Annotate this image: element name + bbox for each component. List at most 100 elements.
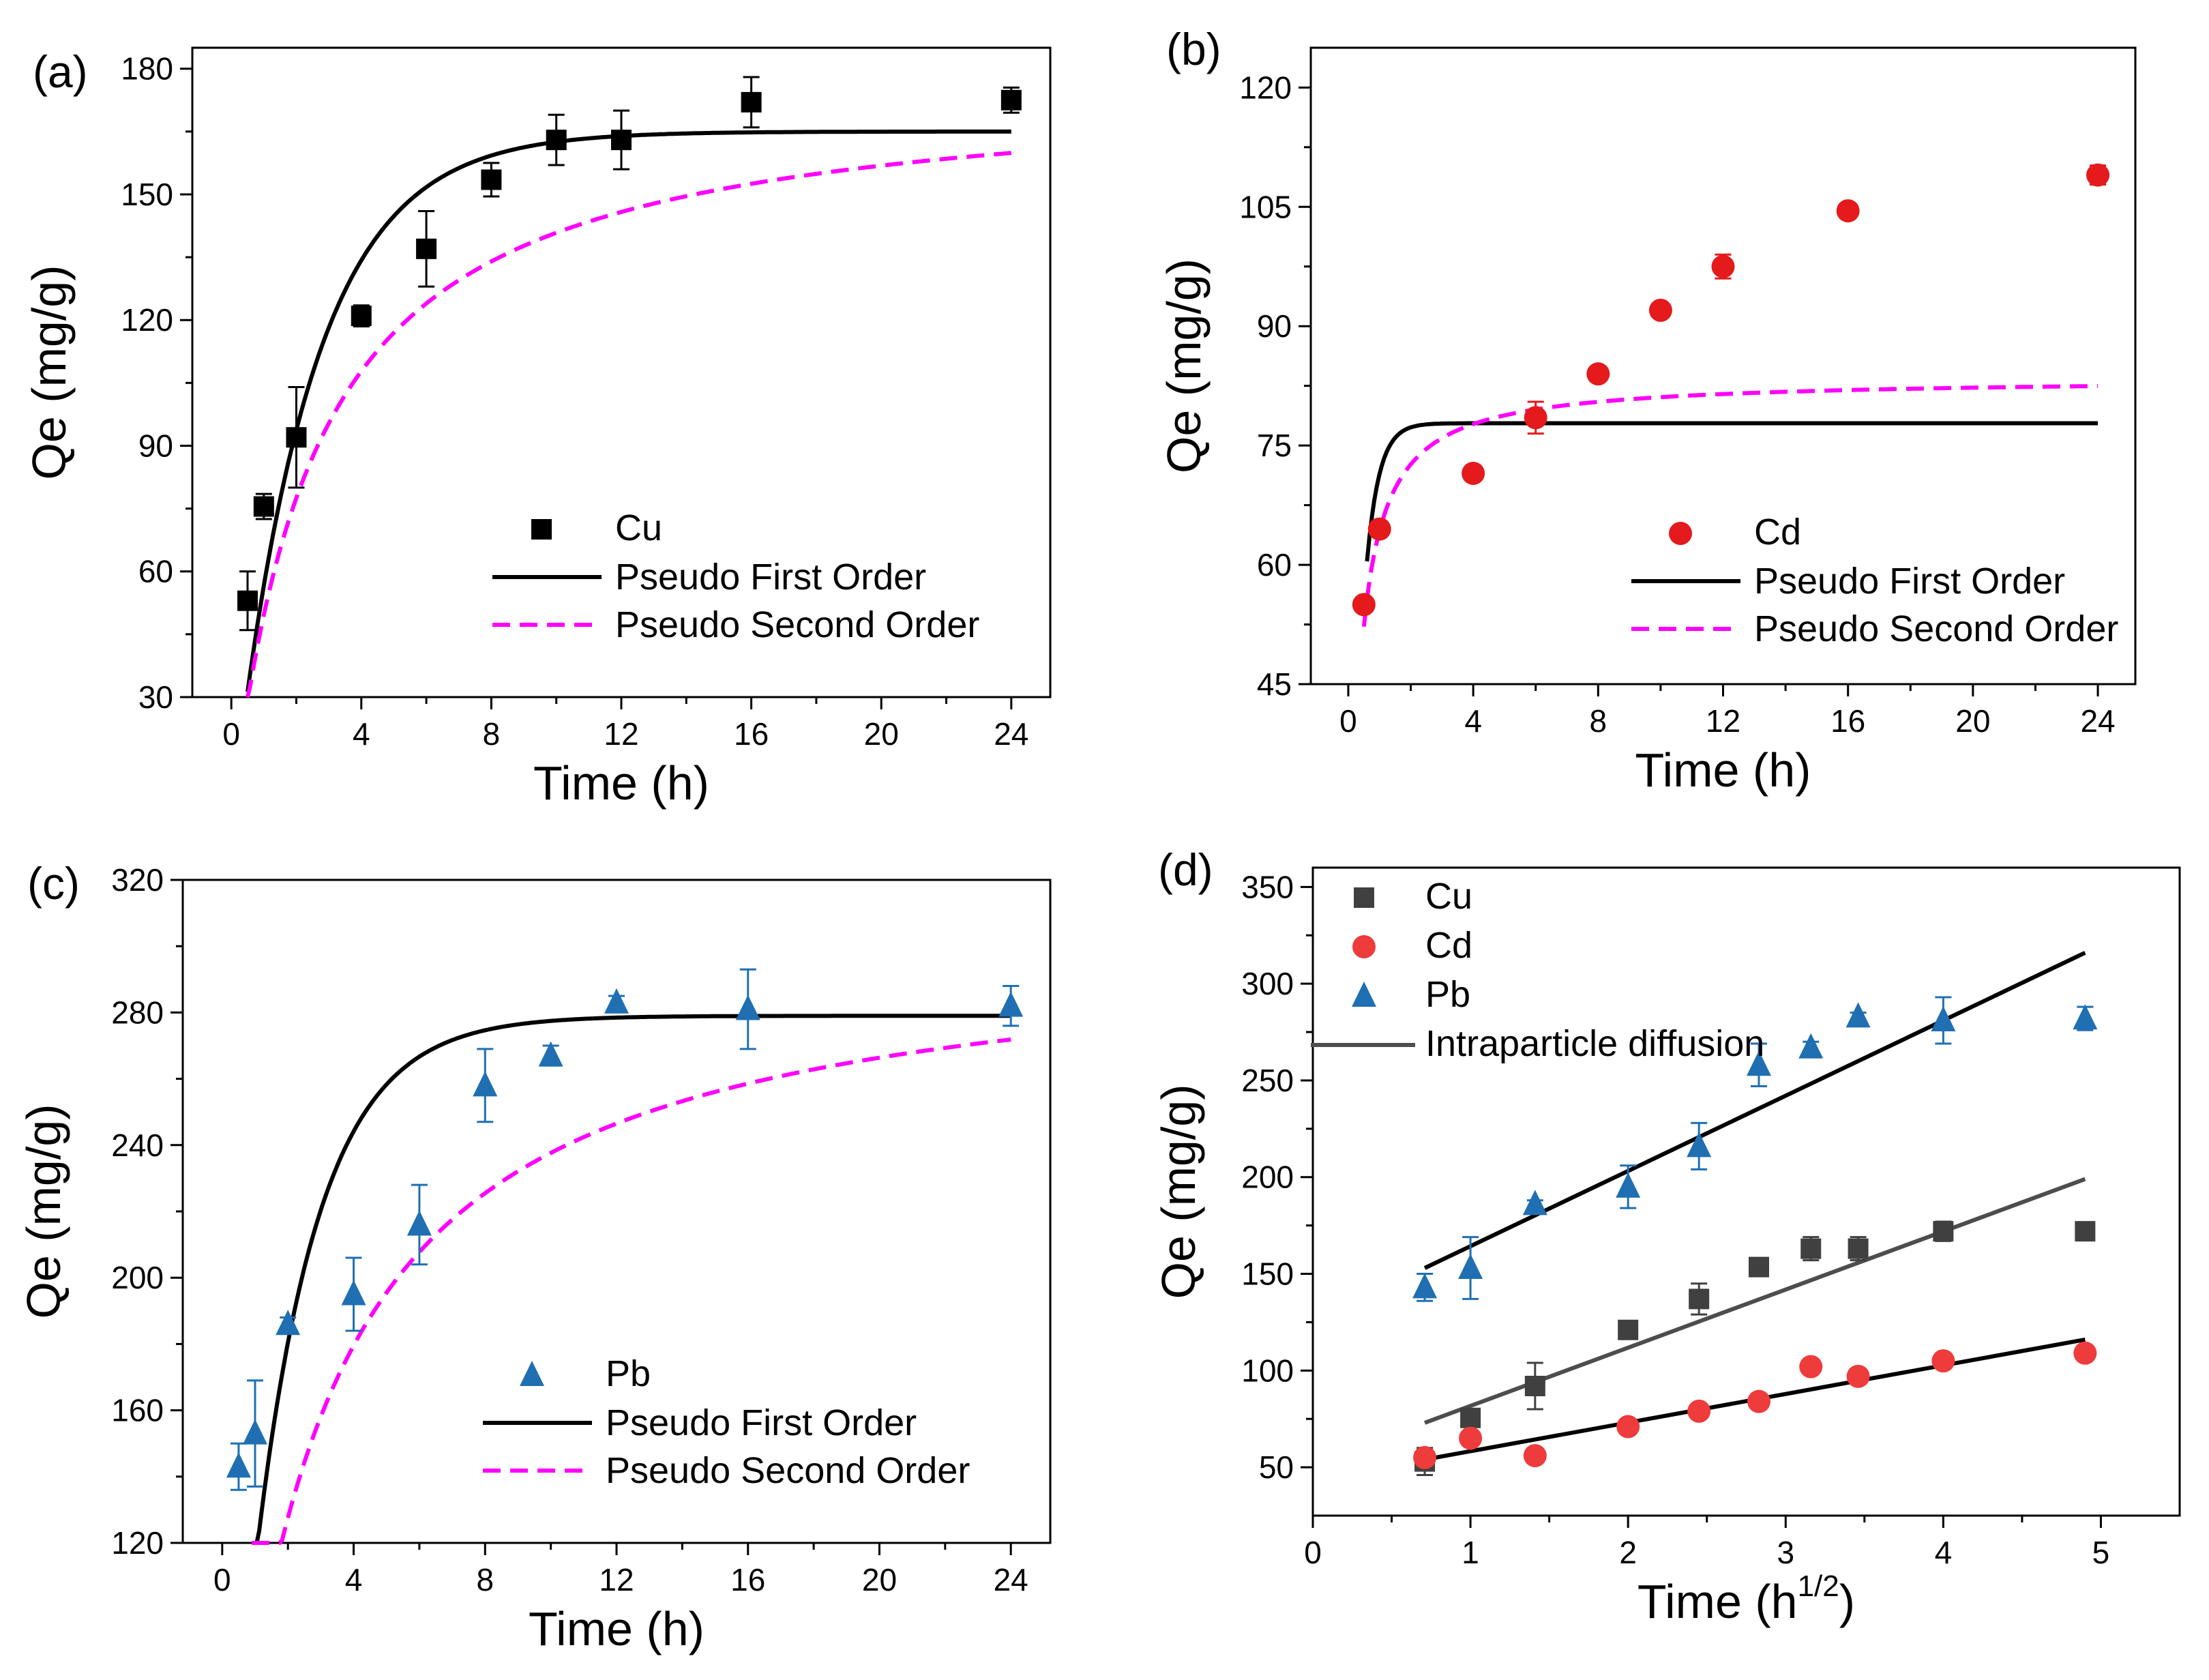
- x-tick-label: 20: [864, 716, 899, 752]
- data-point: [416, 238, 437, 259]
- y-tick-label: 75: [1257, 428, 1292, 463]
- data-point-Cu: [1618, 1319, 1639, 1340]
- x-axis-label-sup: 1/2: [1798, 1570, 1839, 1603]
- y-tick-label: 45: [1257, 666, 1292, 702]
- legend-label: Pb: [606, 1353, 651, 1394]
- x-axis-label: Time (h1/2): [1637, 1570, 1855, 1628]
- panel-label: (b): [1166, 24, 1221, 74]
- x-tick-label: 8: [483, 716, 501, 752]
- data-point-Cu: [1748, 1256, 1769, 1278]
- x-tick-label: 16: [730, 1562, 765, 1597]
- data-point-Cd: [1459, 1426, 1483, 1450]
- x-tick-label: 0: [222, 716, 240, 752]
- legend-label: Pseudo Second Order: [606, 1450, 970, 1491]
- data-point: [351, 306, 372, 327]
- data-point: [1462, 461, 1485, 485]
- data-point: [1648, 298, 1672, 322]
- data-point: [735, 994, 760, 1020]
- y-tick-label: 60: [1257, 547, 1292, 583]
- data-point: [1711, 254, 1735, 278]
- legend-marker: [531, 519, 552, 540]
- x-tick-label: 0: [1339, 703, 1357, 739]
- data-point: [741, 91, 762, 113]
- data-point: [1836, 199, 1860, 223]
- y-axis-label: Qe (mg/g): [17, 1104, 70, 1318]
- x-tick-label: 4: [353, 716, 370, 752]
- data-point: [286, 427, 307, 448]
- legend-label: Cd: [1425, 925, 1472, 966]
- legend-marker: [1669, 522, 1692, 545]
- y-axis-label: Qe (mg/g): [1152, 1084, 1205, 1299]
- data-point-Cd: [1846, 1364, 1870, 1388]
- legend: Pb Pseudo First Order Pseudo Second Order: [483, 1353, 970, 1491]
- data-point: [2086, 163, 2110, 187]
- legend-label: Pseudo First Order: [606, 1402, 917, 1443]
- x-tick-label: 16: [734, 716, 769, 752]
- data-point: [473, 1071, 498, 1097]
- x-axis-label-text: Time (h: [1637, 1575, 1798, 1628]
- x-axis-label: Time (h): [529, 1602, 705, 1655]
- x-tick-label: 4: [1935, 1535, 1953, 1570]
- pseudo-second-order-curve: [1361, 384, 2098, 628]
- y-tick-label: 100: [1241, 1353, 1294, 1388]
- data-point-Cd: [1931, 1349, 1955, 1373]
- y-tick-label: 250: [1241, 1063, 1294, 1098]
- data-point-Cu: [2075, 1221, 2096, 1242]
- x-tick-label: 20: [862, 1562, 897, 1597]
- pseudo-second-order-curve: [252, 1037, 1011, 1545]
- data-point: [1352, 593, 1376, 617]
- data-point-Cd: [2073, 1341, 2097, 1365]
- legend-marker: [1352, 935, 1376, 958]
- plot-frame: [1311, 866, 2181, 1517]
- legend-label: Cu: [1425, 876, 1472, 917]
- data-point-Cu: [1848, 1238, 1869, 1259]
- data-point-Pb: [1931, 1006, 1956, 1032]
- data-point: [226, 1452, 251, 1478]
- data-point: [998, 991, 1024, 1017]
- panel-label: (c): [27, 858, 80, 909]
- x-tick-label: 3: [1777, 1535, 1794, 1570]
- y-tick-label: 350: [1241, 869, 1294, 904]
- legend: Cu Cd Pb Intraparticle diffusion: [1311, 876, 1764, 1064]
- data-point-Cu: [1933, 1221, 1954, 1242]
- panel-label: (d): [1158, 844, 1213, 895]
- data-point-Cd: [1413, 1445, 1437, 1469]
- data-point-Pb: [1687, 1132, 1712, 1158]
- data-point: [243, 1419, 267, 1445]
- data-point-Pb: [1522, 1190, 1547, 1215]
- y-tick-label: 200: [111, 1260, 164, 1295]
- data-point: [341, 1280, 366, 1306]
- legend-label: Pseudo Second Order: [1754, 608, 2118, 649]
- y-tick-label: 280: [111, 994, 164, 1030]
- data-point-Cu: [1800, 1238, 1822, 1259]
- data-point: [538, 1041, 563, 1067]
- data-point: [1586, 362, 1610, 386]
- data-point: [276, 1310, 301, 1336]
- x-tick-label: 12: [599, 1562, 634, 1597]
- panel-0: 0 4 8 12 16 20 24 30 60 90 120 150 180 Time (h) Qe (mg…: [23, 46, 1052, 810]
- data-point-Pb: [1746, 1050, 1771, 1076]
- legend-marker: [1352, 982, 1376, 1007]
- panel-label: (a): [33, 46, 88, 97]
- data-point: [253, 496, 274, 517]
- data-point: [546, 130, 567, 151]
- x-tick-label: 0: [1304, 1535, 1322, 1570]
- y-tick-label: 180: [121, 51, 173, 87]
- x-tick-label: 2: [1619, 1535, 1637, 1570]
- y-tick-label: 160: [111, 1393, 164, 1428]
- data-point: [1524, 406, 1547, 430]
- data-point-Pb: [1412, 1273, 1438, 1299]
- plot-frame: [181, 879, 1052, 1544]
- y-tick-label: 60: [138, 554, 173, 589]
- x-tick-label: 8: [1590, 703, 1607, 739]
- data-point-Cd: [1747, 1389, 1770, 1413]
- x-tick-label: 1: [1462, 1535, 1479, 1570]
- y-axis-label: Qe (mg/g): [1157, 259, 1211, 473]
- data-point: [406, 1210, 432, 1236]
- data-point: [481, 169, 502, 190]
- legend: Cd Pseudo First Order Pseudo Second Order: [1631, 512, 2118, 649]
- pseudo-first-order-curve: [1365, 421, 2098, 562]
- panel-3: 0 1 2 3 4 5 50 100 150 200 250 300 350 Time (h1/2) Qe …: [1152, 844, 2181, 1628]
- data-point-Cd: [1523, 1444, 1547, 1468]
- x-tick-label: 24: [2080, 703, 2115, 739]
